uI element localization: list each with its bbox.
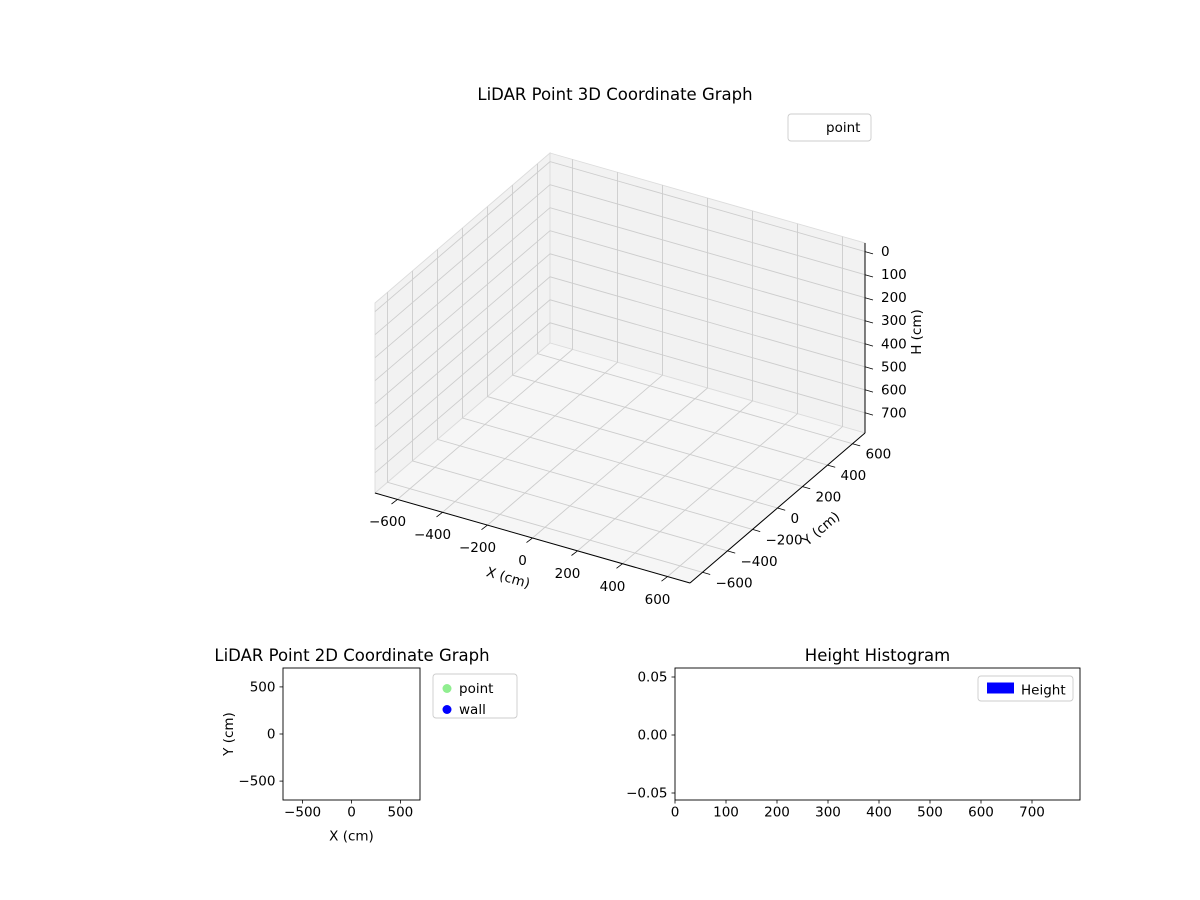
x-tick-label: 0 <box>671 805 680 821</box>
plot2d-axes-box <box>282 667 421 801</box>
plot3d-x-ticklabels: −600 −400 −200 0 200 400 600 <box>369 514 670 608</box>
y-tick-label: −200 <box>766 533 803 549</box>
plot3d-x-tickmarks <box>391 499 668 582</box>
legend-marker-wall-icon <box>442 705 452 714</box>
y-tick-label: −0.05 <box>626 786 667 802</box>
z-tick-label: 400 <box>881 336 907 352</box>
x-tick-label: 500 <box>388 805 414 821</box>
plot3d-x-gridlines <box>397 159 843 577</box>
x-tick-label: −500 <box>284 805 321 821</box>
plot2d-legend-label-point: point <box>459 681 493 697</box>
z-tick-label: 700 <box>881 405 907 421</box>
x-tick-label: 200 <box>555 566 581 582</box>
plot2d-x-tickmarks <box>302 800 401 804</box>
plot3d-z-ticklabels: 0 100 200 300 400 500 600 700 <box>881 244 907 421</box>
y-tick-label: 400 <box>841 468 867 484</box>
z-tick-label: 600 <box>881 382 907 398</box>
histogram-legend-box <box>977 675 1074 702</box>
plot2d-legend-box <box>432 673 518 719</box>
plot2d-legend-label-wall: wall <box>459 702 486 718</box>
z-tick-label: 500 <box>881 359 907 375</box>
y-tick-label: 600 <box>866 447 892 463</box>
plot2d-title: LiDAR Point 2D Coordinate Graph <box>214 646 489 665</box>
legend-swatch-height-icon <box>987 682 1014 694</box>
plot3d-y-ticklabels: −600 −400 −200 0 200 400 600 <box>716 447 892 592</box>
x-tick-label: 300 <box>815 805 841 821</box>
x-tick-label: −200 <box>459 540 496 556</box>
y-tick-label: −500 <box>238 774 275 790</box>
histogram-x-ticklabels: 0 100 200 300 400 500 600 700 <box>671 805 1045 821</box>
y-tick-label: −400 <box>741 554 778 570</box>
x-tick-label: 400 <box>866 805 892 821</box>
histogram-legend: Height <box>977 675 1074 702</box>
plot3d-yaxis-label: Y (cm) <box>799 509 843 550</box>
z-tick-label: 300 <box>881 313 907 329</box>
plot2d-y-tickmarks <box>279 686 283 782</box>
histogram-title: Height Histogram <box>805 646 950 665</box>
plot3d-z-tickmarks <box>864 251 874 416</box>
plot2d-x-ticklabels: −500 0 500 <box>284 805 413 821</box>
x-tick-label: 500 <box>917 805 943 821</box>
plot2d-legend: point wall <box>432 673 518 719</box>
plot2d-y-ticklabels: 500 0 −500 <box>238 679 275 789</box>
histogram-legend-label-height: Height <box>1021 683 1066 699</box>
plot-3d: LiDAR Point 3D Coordinate Graph <box>369 85 925 608</box>
plot3d-zaxis-label: H (cm) <box>909 309 925 355</box>
plot3d-z-gridlines <box>374 161 866 474</box>
plot3d-title: LiDAR Point 3D Coordinate Graph <box>477 85 752 104</box>
histogram-y-ticklabels: 0.05 0.00 −0.05 <box>626 670 667 802</box>
x-tick-label: 0 <box>347 805 356 821</box>
x-tick-label: 0 <box>518 553 527 569</box>
legend-marker-point-icon <box>442 684 452 693</box>
x-tick-label: −600 <box>369 514 406 530</box>
plot3d-y-tickmarks <box>702 443 861 575</box>
plot2d-yaxis-label: Y (cm) <box>221 712 237 757</box>
x-tick-label: 700 <box>1019 805 1045 821</box>
y-tick-label: 0.05 <box>637 670 667 686</box>
plot3d-y-gridlines <box>387 163 853 573</box>
y-tick-label: 0.00 <box>637 728 667 744</box>
z-tick-label: 100 <box>881 267 907 283</box>
histogram-x-tickmarks <box>674 800 1033 804</box>
x-tick-label: −400 <box>414 527 451 543</box>
plot-2d: LiDAR Point 2D Coordinate Graph 500 0 −5… <box>214 646 518 845</box>
x-tick-label: 400 <box>600 579 626 595</box>
plot-histogram: Height Histogram 0.05 0.00 −0.05 0 100 2… <box>626 646 1081 821</box>
plot3d-legend-label-point: point <box>826 120 860 136</box>
z-tick-label: 200 <box>881 290 907 306</box>
x-tick-label: 200 <box>764 805 790 821</box>
plot3d-legend-box <box>787 113 872 142</box>
z-tick-label: 0 <box>881 244 890 260</box>
y-tick-label: 500 <box>250 679 276 695</box>
plot3d-legend: point <box>787 113 872 142</box>
x-tick-label: 100 <box>713 805 739 821</box>
y-tick-label: 0 <box>791 511 800 527</box>
histogram-y-tickmarks <box>671 676 675 794</box>
x-tick-label: 600 <box>645 592 671 608</box>
plot2d-xaxis-label: X (cm) <box>329 829 374 845</box>
y-tick-label: 200 <box>816 490 842 506</box>
x-tick-label: 600 <box>968 805 994 821</box>
y-tick-label: 0 <box>267 727 276 743</box>
y-tick-label: −600 <box>716 576 753 592</box>
